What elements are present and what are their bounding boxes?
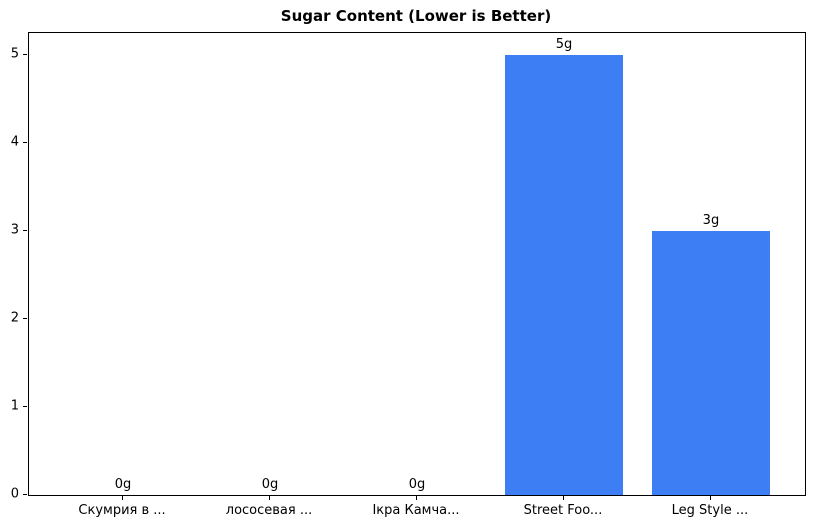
bar-value-label: 3g: [702, 213, 720, 228]
bar-value-label: 0g: [114, 477, 132, 492]
y-tick-mark: [23, 318, 27, 319]
y-tick-label: 5: [10, 46, 19, 62]
x-tick-label: лососевая ...: [225, 503, 313, 518]
y-tick-label: 4: [10, 134, 19, 150]
x-tick-label: Street Foo...: [523, 503, 603, 518]
bar-value-label: 5g: [555, 37, 573, 52]
x-tick-mark: [122, 496, 124, 500]
x-tick-label: Скумрия в ...: [78, 503, 166, 518]
chart-title: Sugar Content (Lower is Better): [280, 7, 552, 25]
y-tick-label: 0: [10, 486, 19, 502]
x-tick-mark: [562, 496, 564, 500]
x-tick-label: Ікра Камча...: [372, 503, 460, 518]
bar-value-label: 0g: [408, 477, 426, 492]
bar: [505, 55, 623, 495]
bar-value-label: 0g: [261, 477, 279, 492]
y-tick-label: 1: [10, 398, 19, 414]
x-tick-mark: [709, 496, 711, 500]
x-tick-label: Leg Style ...: [671, 503, 749, 518]
x-tick-mark: [416, 496, 417, 500]
y-tick-label: 3: [10, 222, 19, 238]
y-tick-mark: [23, 230, 27, 231]
y-tick-label: 2: [10, 310, 19, 326]
plot-area: 0g 0g 0g 5g 3g: [28, 32, 806, 496]
y-tick-mark: [23, 494, 27, 495]
bar: [652, 231, 770, 495]
y-tick-mark: [23, 54, 27, 55]
y-tick-mark: [23, 142, 27, 143]
y-tick-mark: [23, 406, 27, 407]
x-tick-mark: [269, 496, 271, 500]
